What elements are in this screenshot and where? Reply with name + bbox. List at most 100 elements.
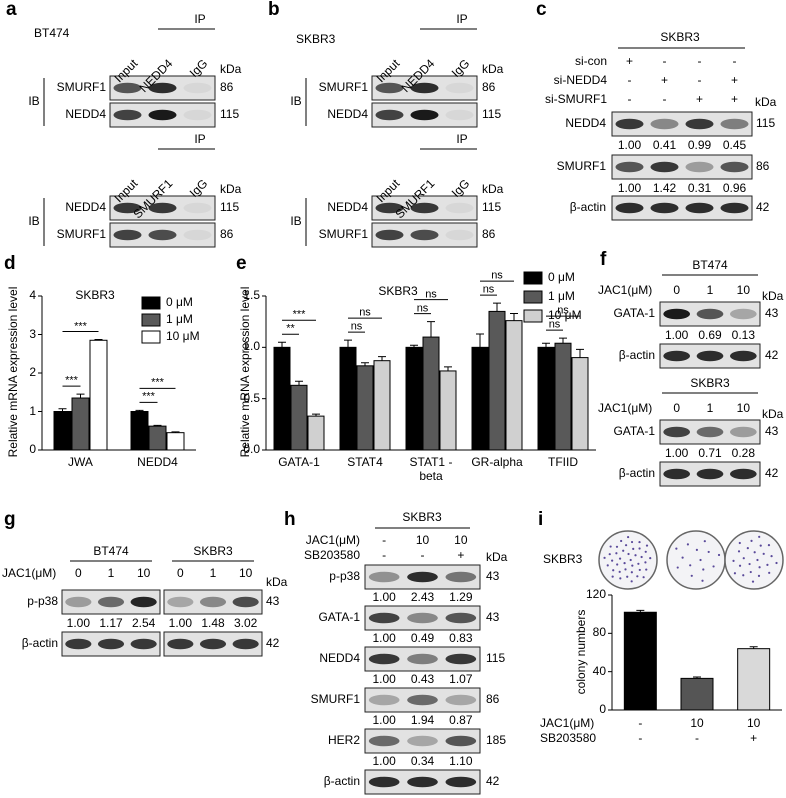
error-bar <box>410 344 418 348</box>
treatment-label: JAC1(μM) <box>2 566 57 581</box>
quant-value: 0.28 <box>731 446 756 461</box>
error-bar <box>559 337 567 344</box>
blot-band <box>696 468 724 480</box>
legend-label: 10 μM <box>548 308 582 323</box>
colony-plate <box>666 530 726 590</box>
quant-value: 1.00 <box>372 713 396 728</box>
blot-band <box>113 229 142 241</box>
bar <box>554 342 572 451</box>
colony-dot <box>748 562 751 566</box>
quant-value: 0.99 <box>687 138 712 153</box>
quant-value: 0.45 <box>722 138 747 153</box>
error-bar <box>493 302 501 312</box>
quant-value: 0.49 <box>410 631 435 646</box>
bar <box>571 357 589 451</box>
condition-mark: - <box>697 73 702 88</box>
significance-label: ns <box>557 304 569 317</box>
quant-value: 1.00 <box>372 631 396 646</box>
legend-swatch <box>141 330 161 344</box>
colony-dot <box>638 540 641 544</box>
error-bar <box>444 366 452 371</box>
colony-dot <box>738 541 741 545</box>
y-axis-label: Relative mRNA expression level <box>6 286 21 458</box>
blot-band <box>696 350 724 362</box>
error-bar <box>378 356 386 361</box>
condition-mark: 10 <box>415 533 430 548</box>
quant-value: 1.00 <box>664 328 689 343</box>
legend-label: 0 μM <box>166 295 193 310</box>
y-tick-label: 80 <box>592 625 606 640</box>
treatment-label: JAC1(μM) <box>540 716 595 731</box>
error-bar <box>278 341 286 348</box>
blot-band <box>410 229 439 241</box>
kda-title: kDa <box>482 182 504 197</box>
y-tick-label: 120 <box>585 587 606 602</box>
colony-dot <box>638 568 641 572</box>
colony-dot <box>642 576 645 579</box>
row-label: NEDD4 <box>65 107 106 122</box>
row-label: p-p38 <box>27 594 58 609</box>
blot-band <box>445 82 474 94</box>
dose-label: 10 <box>736 401 751 416</box>
colony-dot <box>618 570 621 573</box>
condition-mark: + <box>730 92 739 107</box>
quant-value: 0.83 <box>449 631 473 646</box>
legend-label: 1 μM <box>548 289 575 304</box>
colony-dot <box>622 549 625 552</box>
bar <box>290 384 308 451</box>
blot-band <box>445 735 477 747</box>
colony-dot <box>689 564 692 567</box>
quant-value: 1.00 <box>372 590 396 605</box>
ib-label: IB <box>290 94 302 109</box>
panel-letter: g <box>4 509 16 531</box>
colony-dot <box>690 574 693 577</box>
blot-band <box>685 202 714 214</box>
colony-dot <box>746 546 749 550</box>
colony-dot <box>626 575 629 578</box>
row-label: NEDD4 <box>327 200 368 215</box>
bar <box>488 310 506 451</box>
colony-dot <box>768 571 771 574</box>
legend-swatch <box>523 271 543 285</box>
blot-band <box>183 229 212 241</box>
blot-band <box>375 82 404 94</box>
row-label: SMURF1 <box>318 80 368 95</box>
quant-value: 0.13 <box>731 328 756 343</box>
blot-band <box>407 694 438 706</box>
colony-dot <box>775 561 778 565</box>
ip-label: IP <box>194 132 206 147</box>
condition-mark: - <box>420 548 425 563</box>
blot-band <box>232 638 259 650</box>
colony-dot <box>640 555 643 559</box>
blot-band <box>130 596 157 608</box>
significance-label: ns <box>491 269 503 282</box>
blot-band <box>663 308 691 320</box>
blot-band <box>720 202 749 214</box>
condition-mark: - <box>732 54 737 69</box>
colony-dot <box>707 550 710 554</box>
colony-dot <box>615 545 619 548</box>
colony-dot <box>615 552 618 555</box>
colony-dot <box>732 559 735 562</box>
kda-value: 86 <box>220 227 234 242</box>
y-tick-label: 2 <box>29 365 36 380</box>
legend-swatch <box>141 313 161 327</box>
cell-line: BT474 <box>692 258 728 273</box>
blot-band <box>65 638 92 650</box>
y-axis-label: Relative mRNA expression level <box>238 286 253 458</box>
blot-band <box>730 426 757 438</box>
legend-label: 1 μM <box>166 312 193 327</box>
treatment-mark: - <box>638 716 643 731</box>
treatment-mark: 10 <box>690 716 704 731</box>
quant-value: 0.34 <box>410 754 435 769</box>
y-tick-label: 1.0 <box>243 339 260 354</box>
y-tick-label: 0.0 <box>243 442 260 457</box>
colony-dot <box>611 575 614 578</box>
blot-band <box>148 229 177 241</box>
quant-value: 3.02 <box>233 616 258 631</box>
treatment-label: JAC1(μM) <box>598 283 653 298</box>
treatment-label: JAC1(μM) <box>598 401 653 416</box>
error-bar <box>427 321 435 338</box>
colony-dot <box>738 564 742 567</box>
